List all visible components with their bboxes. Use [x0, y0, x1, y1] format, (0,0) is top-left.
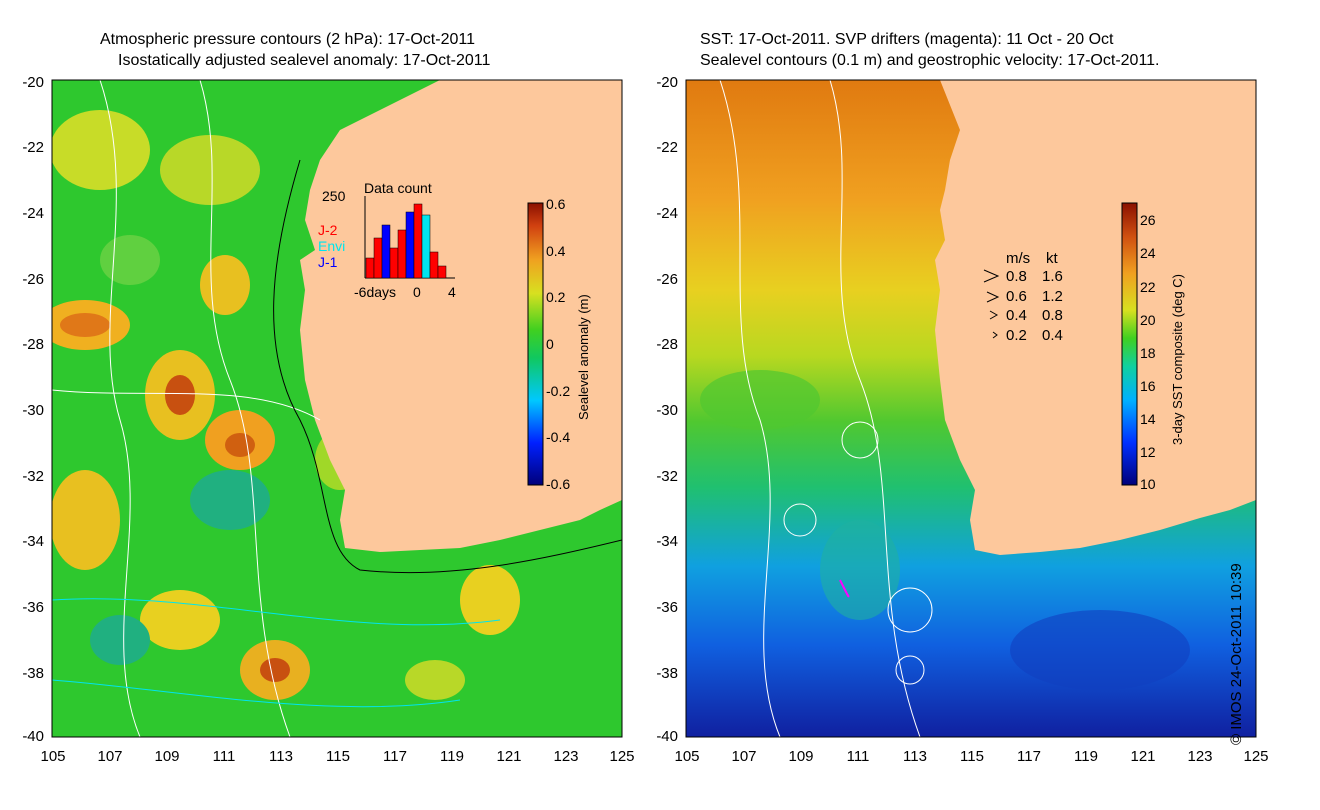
left-x-tick-2: 109: [154, 748, 180, 765]
left-x-tick-6: 117: [383, 748, 407, 765]
left-y-tick-4: -28: [22, 336, 44, 353]
velocity-legend-header-ms: m/s: [1006, 250, 1031, 267]
inset-x-label-zero: 0: [413, 284, 421, 300]
right-x-tick-7: 119: [1074, 748, 1098, 765]
ssh-colorbar-label: Sealevel anomaly (m): [576, 294, 591, 420]
sst-cb-tick-4: 18: [1140, 345, 1156, 361]
velocity-legend-ms-2: 0.4: [1006, 307, 1027, 324]
right-x-tick-10: 125: [1243, 748, 1269, 765]
right-x-tick-0: 105: [674, 748, 700, 765]
right-y-tick-8: -36: [656, 599, 678, 616]
left-x-tick-7: 119: [440, 748, 464, 765]
right-y-tick-1: -22: [656, 139, 678, 156]
left-x-tick-1: 107: [97, 748, 123, 765]
sst-cb-tick-2: 22: [1140, 279, 1156, 295]
right-x-tick-3: 111: [846, 748, 870, 765]
right-title-line1: SST: 17-Oct-2011. SVP drifters (magenta)…: [700, 31, 1114, 48]
sst-cb-tick-6: 14: [1140, 411, 1156, 427]
right-y-tick-3: -26: [656, 271, 678, 288]
left-y-tick-8: -36: [22, 599, 44, 616]
inset-sat-envi: Envi: [318, 238, 346, 254]
data-count-inset: [364, 196, 455, 279]
right-x-tick-5: 115: [960, 748, 984, 765]
right-y-tick-7: -34: [656, 533, 678, 550]
left-x-tick-10: 125: [609, 748, 635, 765]
sst-cb-tick-7: 12: [1140, 444, 1156, 460]
left-y-tick-5: -30: [22, 402, 44, 419]
right-y-tick-4: -28: [656, 336, 678, 353]
right-y-tick-2: -24: [656, 205, 678, 222]
left-y-tick-3: -26: [22, 271, 44, 288]
right-y-tick-9: -38: [656, 665, 678, 682]
sst-colorbar-label: 3-day SST composite (deg C): [1170, 274, 1185, 445]
sealevel-colorbar: [527, 202, 544, 486]
right-y-tick-5: -30: [656, 402, 678, 419]
sst-cb-tick-5: 16: [1140, 378, 1156, 394]
left-y-tick-9: -38: [22, 665, 44, 682]
inset-title: Data count: [364, 180, 432, 196]
velocity-legend-header-kt: kt: [1046, 250, 1058, 267]
right-x-tick-6: 117: [1017, 748, 1041, 765]
right-x-tick-9: 123: [1187, 748, 1213, 765]
inset-ymax-label: 250: [322, 188, 346, 204]
left-x-tick-5: 115: [326, 748, 350, 765]
velocity-legend-ms-1: 0.6: [1006, 288, 1027, 305]
ssh-cb-tick-1: 0.4: [546, 243, 566, 259]
left-title-line2: Isostatically adjusted sealevel anomaly:…: [118, 52, 491, 69]
right-map: [686, 80, 1256, 737]
left-x-tick-8: 121: [496, 748, 522, 765]
velocity-legend-kt-1: 1.2: [1042, 288, 1063, 305]
inset-sat-j1: J-1: [318, 254, 338, 270]
sst-colorbar: [1121, 202, 1138, 486]
ssh-cb-tick-6: -0.6: [546, 476, 571, 492]
velocity-legend-kt-0: 1.6: [1042, 268, 1063, 285]
right-y-tick-6: -32: [656, 468, 678, 485]
velocity-legend-arrows: [983, 269, 1000, 339]
left-y-tick-7: -34: [22, 533, 44, 550]
inset-x-label-end: 4: [448, 284, 456, 300]
right-x-tick-2: 109: [788, 748, 814, 765]
left-x-tick-4: 113: [269, 748, 293, 765]
right-y-tick-10: -40: [656, 728, 678, 745]
left-x-tick-3: 111: [212, 748, 236, 765]
right-x-tick-4: 113: [903, 748, 927, 765]
ssh-cb-tick-4: -0.2: [546, 383, 571, 399]
right-title-line2: Sealevel contours (0.1 m) and geostrophi…: [700, 52, 1160, 69]
left-title-line1: Atmospheric pressure contours (2 hPa): 1…: [100, 31, 475, 48]
velocity-legend-ms-0: 0.8: [1006, 268, 1027, 285]
left-y-tick-0: -20: [22, 74, 44, 91]
left-y-tick-2: -24: [22, 205, 44, 222]
ssh-cb-tick-2: 0.2: [546, 289, 566, 305]
left-x-tick-0: 105: [40, 748, 66, 765]
ssh-cb-tick-0: 0.6: [546, 196, 566, 212]
left-y-tick-6: -32: [22, 468, 44, 485]
right-y-tick-0: -20: [656, 74, 678, 91]
left-x-tick-9: 123: [553, 748, 579, 765]
inset-x-label-start: -6days: [354, 284, 397, 300]
inset-sat-j2: J-2: [318, 222, 338, 238]
velocity-legend-kt-3: 0.4: [1042, 327, 1063, 344]
right-x-tick-8: 121: [1130, 748, 1156, 765]
sst-cb-tick-8: 10: [1140, 476, 1156, 492]
left-y-tick-10: -40: [22, 728, 44, 745]
ssh-cb-tick-5: -0.4: [546, 429, 571, 445]
ssh-cb-tick-3: 0: [546, 336, 554, 352]
left-y-tick-1: -22: [22, 139, 44, 156]
copyright-stamp: © IMOS 24-Oct-2011 10:39: [1228, 563, 1245, 745]
sst-cb-tick-1: 24: [1140, 245, 1156, 261]
sst-cb-tick-3: 20: [1140, 312, 1156, 328]
right-x-tick-1: 107: [731, 748, 757, 765]
sst-cb-tick-0: 26: [1140, 212, 1156, 228]
velocity-legend-kt-2: 0.8: [1042, 307, 1063, 324]
velocity-legend-ms-3: 0.2: [1006, 327, 1027, 344]
